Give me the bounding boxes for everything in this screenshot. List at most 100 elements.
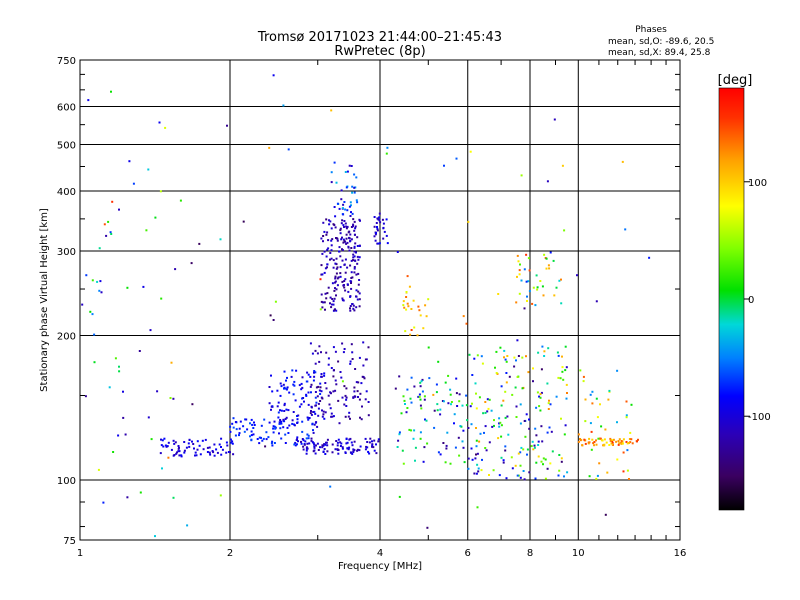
data-point (220, 453, 223, 456)
data-point (394, 387, 397, 390)
data-point (353, 220, 356, 223)
data-point (226, 124, 228, 127)
data-point (498, 422, 501, 425)
data-point (242, 425, 245, 428)
data-point (595, 477, 598, 480)
data-point (118, 208, 120, 211)
data-point (427, 346, 430, 349)
data-point (341, 446, 344, 449)
data-point (232, 426, 235, 429)
data-point (433, 426, 436, 429)
data-point (334, 226, 337, 229)
data-point (547, 408, 550, 410)
data-point (282, 426, 285, 429)
data-point (339, 371, 342, 373)
data-point (314, 371, 317, 374)
data-point (345, 398, 348, 401)
data-point (584, 420, 587, 423)
data-point (272, 427, 275, 430)
data-point (174, 268, 177, 271)
data-point (627, 442, 630, 444)
data-point (330, 109, 333, 112)
data-point (546, 180, 549, 183)
data-point (327, 394, 330, 397)
data-point (355, 199, 358, 202)
data-point (477, 467, 480, 470)
data-point (128, 160, 131, 163)
data-point (344, 208, 347, 211)
data-point (193, 447, 195, 450)
x-tick-label: 10 (572, 548, 585, 559)
data-point (467, 427, 470, 429)
colorbar-tick-label: 100 (748, 178, 767, 189)
data-point (482, 412, 485, 415)
data-point (274, 427, 277, 430)
data-point (310, 437, 313, 440)
data-point (382, 226, 385, 229)
data-point (267, 436, 270, 439)
data-point (303, 400, 305, 403)
data-point (313, 423, 316, 426)
data-point (112, 451, 115, 453)
data-point (538, 405, 541, 408)
data-point (561, 366, 564, 369)
data-point (260, 436, 262, 439)
data-point (319, 308, 322, 311)
data-point (178, 454, 181, 457)
data-point (314, 396, 317, 399)
data-point (375, 443, 377, 446)
data-point (216, 451, 219, 454)
data-point (154, 216, 157, 219)
data-point (285, 408, 288, 411)
data-point (348, 249, 351, 252)
data-point (351, 185, 354, 188)
data-point (280, 437, 283, 440)
data-point (527, 371, 530, 374)
data-point (324, 411, 327, 414)
data-point (539, 393, 542, 396)
data-point (420, 380, 423, 383)
data-point (622, 442, 624, 445)
data-point (229, 425, 232, 428)
data-point (356, 262, 359, 265)
data-point (453, 422, 455, 425)
data-point (238, 427, 241, 430)
data-point (220, 437, 223, 440)
data-point (352, 450, 355, 453)
data-point (334, 275, 337, 278)
data-point (126, 286, 129, 289)
data-point (218, 443, 221, 446)
data-point (351, 444, 354, 447)
data-point (114, 357, 117, 360)
data-point (533, 446, 536, 449)
data-point (273, 442, 276, 444)
data-point (520, 174, 523, 177)
data-point (348, 411, 351, 414)
data-point (523, 478, 526, 481)
data-point (186, 524, 189, 527)
data-point (532, 286, 535, 289)
data-point (351, 276, 354, 279)
data-point (354, 225, 357, 228)
y-tick-label: 600 (57, 103, 76, 114)
data-point (504, 449, 507, 452)
data-point (346, 170, 349, 173)
data-point (343, 263, 346, 266)
data-point (345, 225, 348, 228)
data-point (522, 470, 525, 472)
data-point (340, 198, 343, 201)
data-point (515, 359, 517, 362)
data-point (520, 446, 523, 449)
data-point (336, 441, 339, 444)
data-point (528, 427, 531, 430)
data-point (625, 416, 628, 419)
data-point (169, 397, 172, 399)
data-point (290, 375, 293, 378)
data-point (349, 239, 352, 242)
data-point (502, 461, 505, 464)
data-point (584, 398, 587, 401)
data-point (183, 449, 186, 452)
data-point (279, 419, 282, 421)
colorbar-tick-label: 0 (748, 295, 754, 306)
data-point (313, 446, 316, 449)
